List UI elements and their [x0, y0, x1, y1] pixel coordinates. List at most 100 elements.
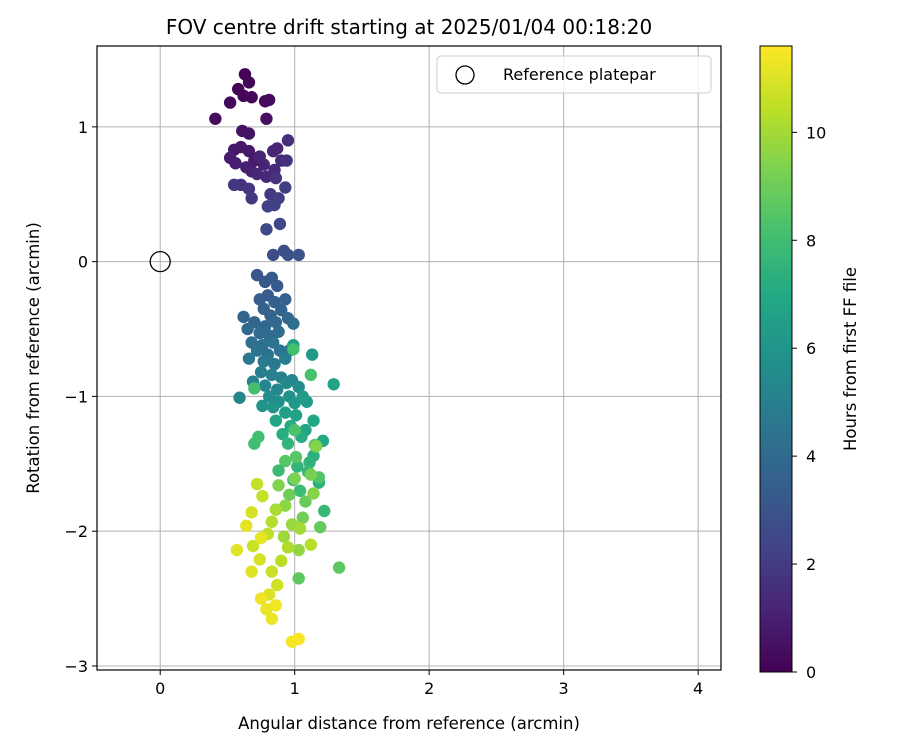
data-point [304, 368, 318, 382]
legend: Reference platepar [436, 55, 712, 94]
data-point [292, 632, 305, 646]
data-point [304, 538, 318, 551]
colorbar-tick-label: 10 [806, 123, 826, 142]
data-point [281, 437, 295, 450]
data-point [292, 572, 305, 585]
colorbar: 0 2 4 6 8 10 Hours from first FF file [759, 45, 860, 682]
data-point [241, 322, 254, 336]
data-point [279, 352, 292, 365]
chart-title: FOV centre drift starting at 2025/01/04 … [166, 15, 652, 39]
data-point [253, 293, 266, 306]
y-axis-title: Rotation from reference (arcmin) [24, 222, 43, 494]
data-point [253, 326, 266, 340]
data-point [269, 414, 283, 427]
colorbar-tick-label: 6 [806, 339, 816, 358]
data-point [269, 316, 283, 329]
data-point [254, 365, 268, 379]
data-point [287, 317, 300, 330]
data-point [281, 248, 295, 262]
data-point [242, 182, 256, 196]
x-axis: 0 1 2 3 4 [155, 670, 703, 698]
data-point [292, 543, 305, 557]
data-point [245, 192, 258, 205]
y-tick-label: −1 [64, 387, 88, 406]
data-point [246, 539, 260, 553]
reference-platepar-marker [149, 250, 171, 273]
data-point [260, 603, 273, 616]
y-tick-label: 1 [78, 118, 88, 137]
data-point [296, 390, 309, 403]
data-point [292, 380, 305, 394]
x-tick-label: 0 [155, 679, 165, 698]
data-point [260, 223, 273, 236]
y-tick-label: −2 [64, 522, 88, 541]
x-tick-label: 1 [290, 679, 300, 698]
data-point [279, 454, 292, 468]
data-point [248, 382, 261, 395]
reference-point [149, 250, 171, 273]
plot-area [96, 45, 722, 671]
colorbar-tick-label: 0 [806, 663, 816, 682]
legend-label: Reference platepar [503, 65, 656, 84]
data-point [296, 511, 309, 524]
x-tick-label: 2 [424, 679, 434, 698]
data-point [275, 554, 288, 568]
x-axis-title: Angular distance from reference (arcmin) [238, 714, 580, 733]
data-point [283, 488, 296, 501]
data-point [242, 352, 256, 365]
data-point [240, 519, 253, 532]
y-tick-label: −3 [64, 657, 88, 676]
data-point [252, 430, 265, 444]
data-point [256, 399, 269, 413]
data-point [233, 391, 246, 404]
data-point [272, 464, 285, 477]
data-point [250, 344, 264, 357]
data-point [307, 487, 320, 500]
plot-frame [96, 45, 722, 671]
data-point [273, 217, 287, 231]
data-point [280, 376, 293, 390]
data-point [269, 171, 283, 185]
data-point [256, 489, 269, 503]
y-axis: 1 0 −1 −2 −3 [64, 118, 97, 676]
data-point [227, 178, 241, 192]
data-point [289, 409, 303, 422]
colorbar-gradient [759, 45, 793, 673]
data-point [258, 379, 272, 392]
data-point [250, 167, 264, 181]
data-point [272, 325, 285, 338]
y-tick-label: 0 [78, 253, 88, 272]
data-point [271, 142, 284, 155]
data-point [280, 154, 293, 167]
data-point [237, 310, 250, 324]
data-point [260, 112, 273, 125]
data-point [271, 578, 284, 592]
colorbar-tick-label: 4 [806, 447, 816, 466]
data-point [303, 456, 316, 469]
data-point [262, 93, 276, 107]
data-point [293, 522, 307, 535]
data-point [288, 472, 301, 485]
data-point [254, 592, 268, 605]
data-point [254, 531, 268, 545]
data-point [242, 127, 256, 140]
data-point [279, 293, 292, 306]
data-point [314, 520, 327, 534]
x-tick-label: 3 [559, 679, 569, 698]
data-point [289, 450, 303, 464]
data-point [265, 515, 279, 528]
data-point [277, 530, 291, 543]
data-point [276, 427, 289, 441]
data-point [262, 390, 276, 403]
legend-marker [455, 65, 475, 85]
data-point [288, 423, 301, 437]
data-point [245, 91, 258, 104]
data-point [307, 414, 320, 427]
data-point [332, 561, 346, 574]
data-point [293, 484, 307, 497]
colorbar-ticks: 0 2 4 6 8 10 [792, 123, 826, 682]
x-tick-label: 4 [693, 679, 703, 698]
data-point [310, 440, 323, 453]
data-point [242, 76, 256, 89]
data-point [245, 565, 258, 578]
